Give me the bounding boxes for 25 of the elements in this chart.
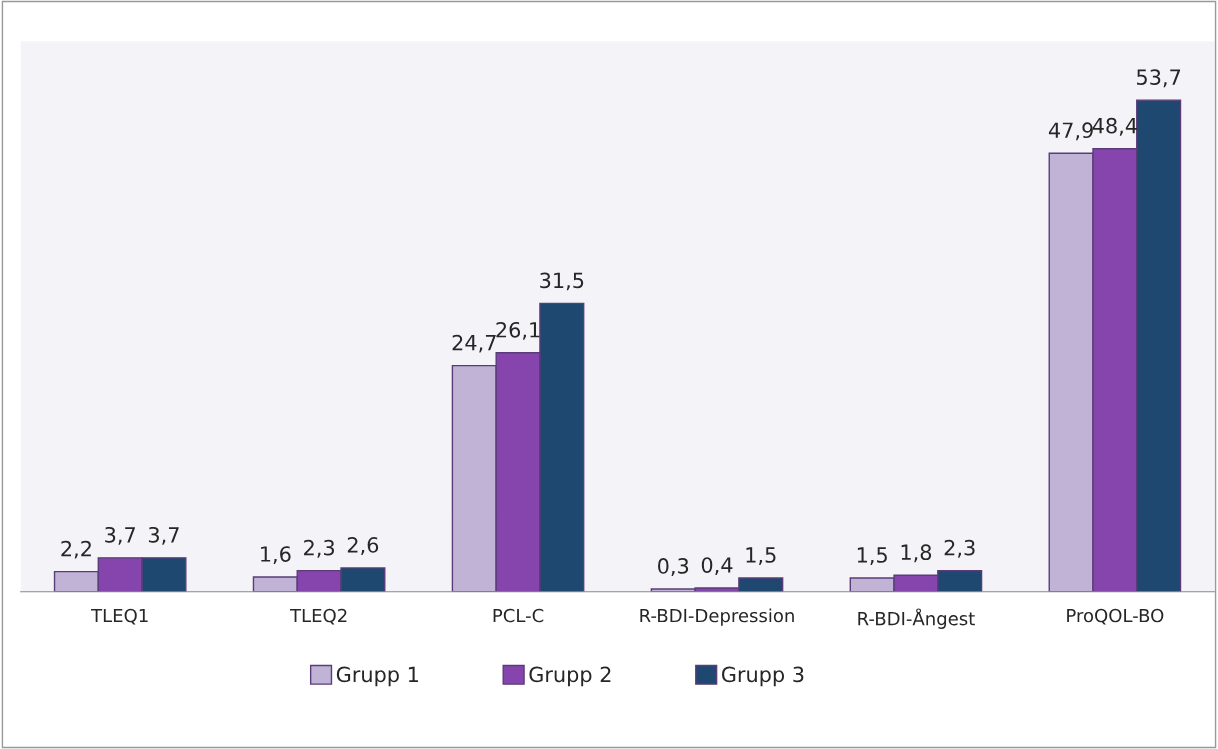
x-tick-label: TLEQ2 [289, 608, 347, 625]
data-label: 0,3 [658, 558, 689, 576]
x-tick-label: PCL-C [493, 608, 544, 623]
x-tick-label: ProQOL-BO [1067, 608, 1164, 625]
x-tick-label: R-BDI-Depression [640, 608, 794, 626]
x-tick-label: TLEQ1 [91, 608, 148, 625]
legend-label: Grupp 3 [721, 666, 804, 687]
data-label: 1,6 [261, 546, 291, 565]
data-label: 2,6 [347, 537, 379, 555]
data-label: 2,3 [304, 539, 335, 558]
data-label: 31,5 [540, 272, 584, 291]
data-label: 3,7 [105, 526, 135, 545]
legend-label: Grupp 1 [336, 666, 418, 687]
data-label: 1,8 [901, 544, 932, 563]
data-label: 47,9 [1048, 122, 1093, 141]
data-label: 24,7 [452, 334, 496, 353]
data-label: 2,2 [61, 540, 91, 559]
legend-label: Grupp 2 [529, 666, 611, 687]
data-label: 53,7 [1137, 69, 1181, 88]
data-label: 1,5 [857, 547, 887, 565]
data-label: 3,7 [148, 526, 179, 545]
data-label: 2,3 [944, 539, 975, 558]
data-label: 0,4 [701, 557, 733, 576]
data-label: 1,5 [746, 547, 776, 565]
x-tick-label: R-BDI-Ångest [858, 608, 975, 629]
